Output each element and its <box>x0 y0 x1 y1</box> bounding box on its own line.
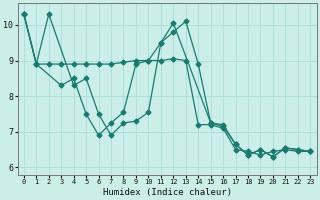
X-axis label: Humidex (Indice chaleur): Humidex (Indice chaleur) <box>103 188 232 197</box>
